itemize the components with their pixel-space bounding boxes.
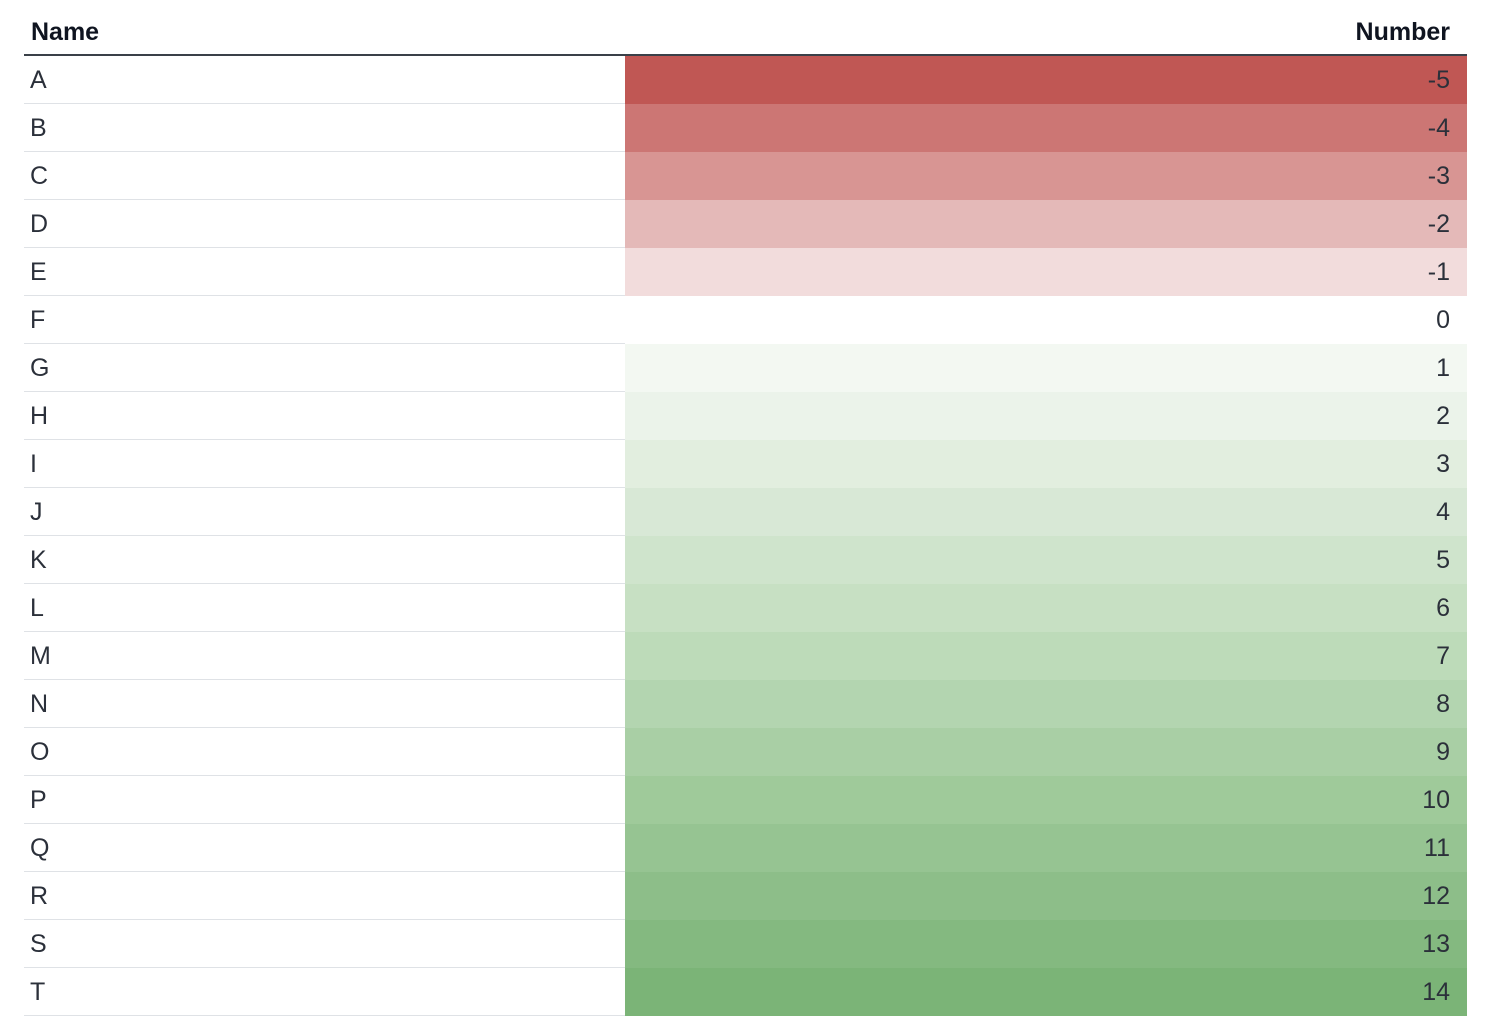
row-name: I (30, 450, 37, 478)
number-cell-background (625, 200, 1467, 248)
row-name: E (30, 258, 47, 286)
number-cell-background (625, 584, 1467, 632)
row-number: 6 (1436, 594, 1450, 622)
row-number: 14 (1422, 978, 1450, 1006)
row-number: 7 (1436, 642, 1450, 670)
row-number: 5 (1436, 546, 1450, 574)
number-cell-background (625, 152, 1467, 200)
row-name: L (30, 594, 44, 622)
table-row: P 10 (24, 776, 1467, 824)
row-name: K (30, 546, 47, 574)
row-name: P (30, 786, 47, 814)
number-cell-background (625, 680, 1467, 728)
row-name: C (30, 162, 49, 190)
row-name: O (30, 738, 50, 766)
row-name: R (30, 882, 49, 910)
row-number: 12 (1422, 882, 1450, 910)
row-name: G (30, 354, 50, 382)
number-cell-background (625, 344, 1467, 392)
row-number: 0 (1436, 306, 1450, 334)
row-name: B (30, 114, 47, 142)
table-row: Q 11 (24, 824, 1467, 872)
row-name: S (30, 930, 47, 958)
row-name: A (30, 66, 47, 94)
row-name: N (30, 690, 49, 718)
row-name: T (30, 978, 46, 1006)
row-number: -4 (1427, 114, 1450, 142)
row-number: 8 (1436, 690, 1450, 718)
number-cell-background (625, 872, 1467, 920)
table-row: B -4 (24, 104, 1467, 152)
table-body: A -5 B -4 C -3 D -2 E -1 F 0 G 1 H 2 I 3 J 4 K 5 L 6 M 7 N 8 O 9 P 10 Q 1… (24, 56, 1467, 1016)
number-cell-background (625, 632, 1467, 680)
number-cell-background (625, 488, 1467, 536)
number-cell-background (625, 392, 1467, 440)
row-number: 3 (1436, 450, 1450, 478)
table-row: S 13 (24, 920, 1467, 968)
row-name: J (30, 498, 43, 526)
number-cell-background (625, 728, 1467, 776)
row-number: -5 (1427, 66, 1450, 94)
table-row: A -5 (24, 56, 1467, 104)
table-row: E -1 (24, 248, 1467, 296)
data-table: Name Number A -5 B -4 C -3 D -2 E -1 F 0 G 1 H 2 I 3 J 4 K 5 L… (24, 0, 1467, 1016)
row-name: D (30, 210, 49, 238)
number-cell-background (625, 248, 1467, 296)
number-cell-background (625, 104, 1467, 152)
row-number: -3 (1427, 162, 1450, 190)
row-number: 2 (1436, 402, 1450, 430)
number-cell-background (625, 776, 1467, 824)
number-cell-background (625, 440, 1467, 488)
column-header-name[interactable]: Name (31, 18, 100, 46)
row-number: -2 (1427, 210, 1450, 238)
table-row: T 14 (24, 968, 1467, 1016)
number-cell-background (625, 920, 1467, 968)
number-cell-background (625, 56, 1467, 104)
row-number: 13 (1422, 930, 1450, 958)
column-header-number[interactable]: Number (1355, 18, 1450, 46)
row-number: 1 (1436, 354, 1450, 382)
row-number: 9 (1436, 738, 1450, 766)
row-name: F (30, 306, 46, 334)
row-name: H (30, 402, 49, 430)
number-cell-background (625, 296, 1467, 344)
number-cell-background (625, 536, 1467, 584)
row-number: -1 (1427, 258, 1450, 286)
table-row: C -3 (24, 152, 1467, 200)
table-row: D -2 (24, 200, 1467, 248)
number-cell-background (625, 968, 1467, 1016)
row-number: 11 (1424, 834, 1450, 862)
table-row: R 12 (24, 872, 1467, 920)
number-cell-background (625, 824, 1467, 872)
row-number: 10 (1422, 786, 1450, 814)
row-name: Q (30, 834, 50, 862)
table-header: Name Number (24, 0, 1467, 56)
row-name: M (30, 642, 51, 670)
row-number: 4 (1436, 498, 1450, 526)
